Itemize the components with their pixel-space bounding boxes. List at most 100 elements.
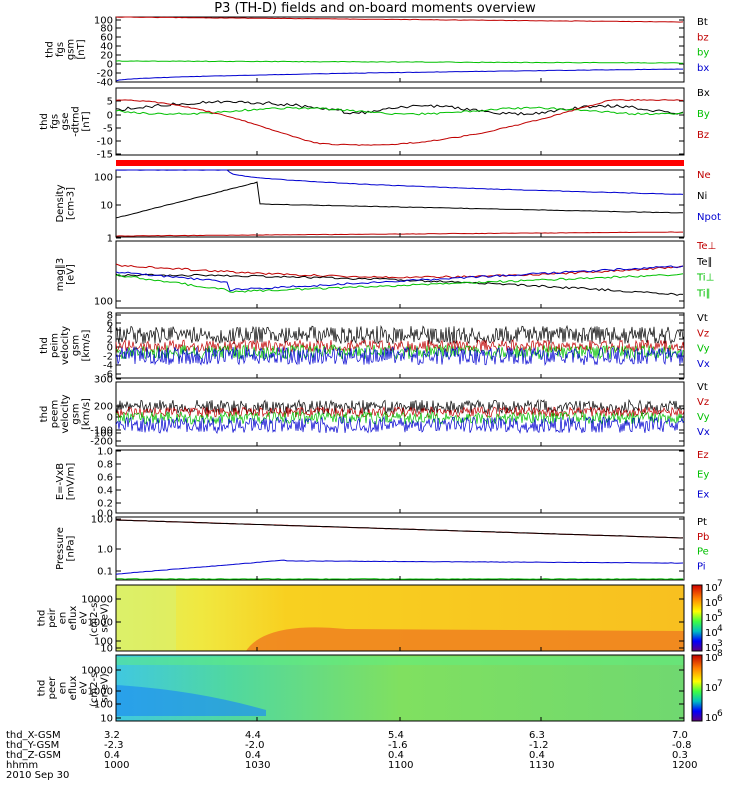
- y-tick-label: -4: [103, 361, 113, 372]
- trace-Npot: [115, 169, 684, 195]
- legend-by: by: [697, 48, 709, 59]
- y-axis-label: peer: [47, 676, 58, 700]
- y-tick-label: 100: [94, 297, 113, 308]
- y-axis-label: eV: [79, 611, 90, 624]
- colorbar-label: 10: [705, 683, 718, 694]
- y-axis-label: thd: [39, 406, 50, 423]
- trace-bx: [115, 68, 683, 82]
- y-tick-label: 8: [107, 311, 113, 322]
- legend-Npot: Npot: [697, 212, 721, 223]
- y-axis-label: thd: [39, 337, 50, 354]
- colorbar-label: 10: [705, 653, 718, 664]
- footer-value: -2.3: [104, 740, 124, 751]
- colorbar-exponent: 4: [717, 624, 723, 634]
- y-axis-label: sr-eV): [100, 603, 111, 632]
- legend-Vt: Vt: [697, 313, 708, 324]
- legend-Vy: Vy: [697, 412, 710, 423]
- y-axis-label: [mV/m]: [65, 463, 76, 501]
- spectrogram-electrons-band: [116, 657, 684, 665]
- trace-Vx-peim: [115, 345, 684, 367]
- legend-Vz: Vz: [697, 328, 709, 339]
- colorbar-exponent: 5: [717, 609, 723, 619]
- footer-value: 3.2: [104, 730, 120, 741]
- y-axis-label: velocity: [60, 394, 71, 433]
- trace-bz: [115, 16, 684, 23]
- y-tick-label: -6: [103, 370, 113, 381]
- legend-Ex: Ex: [697, 489, 709, 500]
- colorbar-label: 10: [705, 643, 718, 654]
- y-tick-label: 100: [94, 173, 113, 184]
- trace-Pi: [115, 559, 684, 575]
- legend-bx: bx: [697, 63, 709, 74]
- colorbar-exponent: 8: [717, 649, 723, 659]
- y-axis-label: eV: [79, 681, 90, 694]
- panel-efield: 1.0 0.8 0.6 0.4 0.20.0 E=-VxB [mV/m] Ez Ey Ex: [55, 447, 710, 520]
- footer-date: 2010 Sep 30: [6, 770, 70, 781]
- colorbar-exponent: 7: [717, 579, 723, 589]
- y-axis-label: [nT]: [81, 111, 92, 131]
- y-axis-label: sr-eV): [100, 673, 111, 702]
- y-tick-label: 10: [100, 714, 113, 725]
- y-tick-label: -100: [90, 426, 113, 437]
- colorbar-label: 10: [705, 583, 718, 594]
- y-axis-label: [cm-3]: [65, 187, 76, 220]
- legend-Pb: Pb: [697, 532, 709, 543]
- colorbar-label: 10: [705, 598, 718, 609]
- trace-Ti-blue: [115, 265, 684, 292]
- y-tick-label: 0.2: [97, 499, 113, 510]
- trace-Vy-peem: [115, 410, 685, 426]
- panel-frame: [115, 449, 685, 514]
- y-axis-label: peem: [50, 400, 61, 428]
- colorbar-label: 10: [705, 713, 718, 724]
- y-tick-label: 100: [94, 637, 113, 648]
- plot-title: P3 (TH-D) fields and on-board moments ov…: [214, 1, 536, 16]
- y-tick-label: 100: [94, 429, 113, 440]
- y-axis-label: velocity: [60, 326, 71, 365]
- y-tick-label: 1.0: [97, 447, 113, 458]
- panel-peem_velocity: 300 200 100 0 -100-200 thd peem velocity gsm [km/…: [39, 375, 710, 448]
- footer-value: 1000: [104, 760, 130, 771]
- y-axis-label: eflux: [68, 606, 79, 631]
- panel-frame: [115, 240, 685, 309]
- y-tick-label: 0.1: [97, 567, 113, 578]
- y-axis-label: [nT]: [76, 39, 87, 59]
- y-tick-label: 1000: [88, 687, 113, 698]
- footer-value: 7.0: [672, 730, 688, 741]
- legend-Vx: Vx: [697, 359, 710, 370]
- y-tick-label: 10000: [81, 595, 113, 606]
- y-tick-label: 1: [107, 234, 113, 245]
- y-tick-label: 10: [100, 201, 113, 212]
- y-axis-label: thd: [37, 680, 48, 697]
- y-tick-label: 300: [94, 375, 113, 386]
- panel-fgs_gse_dtrnd: 5 0 -5 -10 -15 thd fgs gse -dtrnd [nT] Bx By Bz: [39, 87, 710, 161]
- y-tick-label: 1.0: [97, 545, 113, 556]
- y-axis-label: gsm: [71, 335, 82, 356]
- legend-Ti⊥: Ti⊥: [696, 273, 714, 284]
- footer-value: 0.3: [672, 750, 688, 761]
- y-axis-label: fgs: [55, 42, 66, 57]
- colorbar-exponent: 6: [717, 709, 723, 719]
- footer-value: 1130: [529, 760, 555, 771]
- y-axis-label: gse: [60, 113, 71, 131]
- footer-row-x: thd_X-GSM: [6, 730, 61, 741]
- y-axis-label: E=-VxB: [55, 463, 66, 500]
- legend-Te⊥: Te⊥: [696, 241, 716, 252]
- trace-Ti-perp: [115, 273, 684, 293]
- trace-Ni: [115, 181, 684, 219]
- y-tick-label: 60: [100, 33, 113, 44]
- legend-Vy: Vy: [697, 344, 710, 355]
- footer-value: 6.3: [529, 730, 545, 741]
- footer-row-y: thd_Y-GSM: [6, 740, 60, 751]
- trace-Te-par: [115, 273, 684, 296]
- y-tick-label: 0.6: [97, 473, 113, 484]
- legend-Te∥: Te∥: [696, 257, 713, 268]
- y-tick-label: -10: [97, 137, 113, 148]
- colorbar-label: 10: [705, 628, 718, 639]
- y-axis-label: peim: [50, 333, 61, 358]
- footer-value: 0.4: [104, 750, 120, 761]
- y-axis-label: fgs: [50, 114, 61, 129]
- y-axis-label: gsm: [71, 403, 82, 424]
- y-tick-label: -5: [103, 124, 113, 135]
